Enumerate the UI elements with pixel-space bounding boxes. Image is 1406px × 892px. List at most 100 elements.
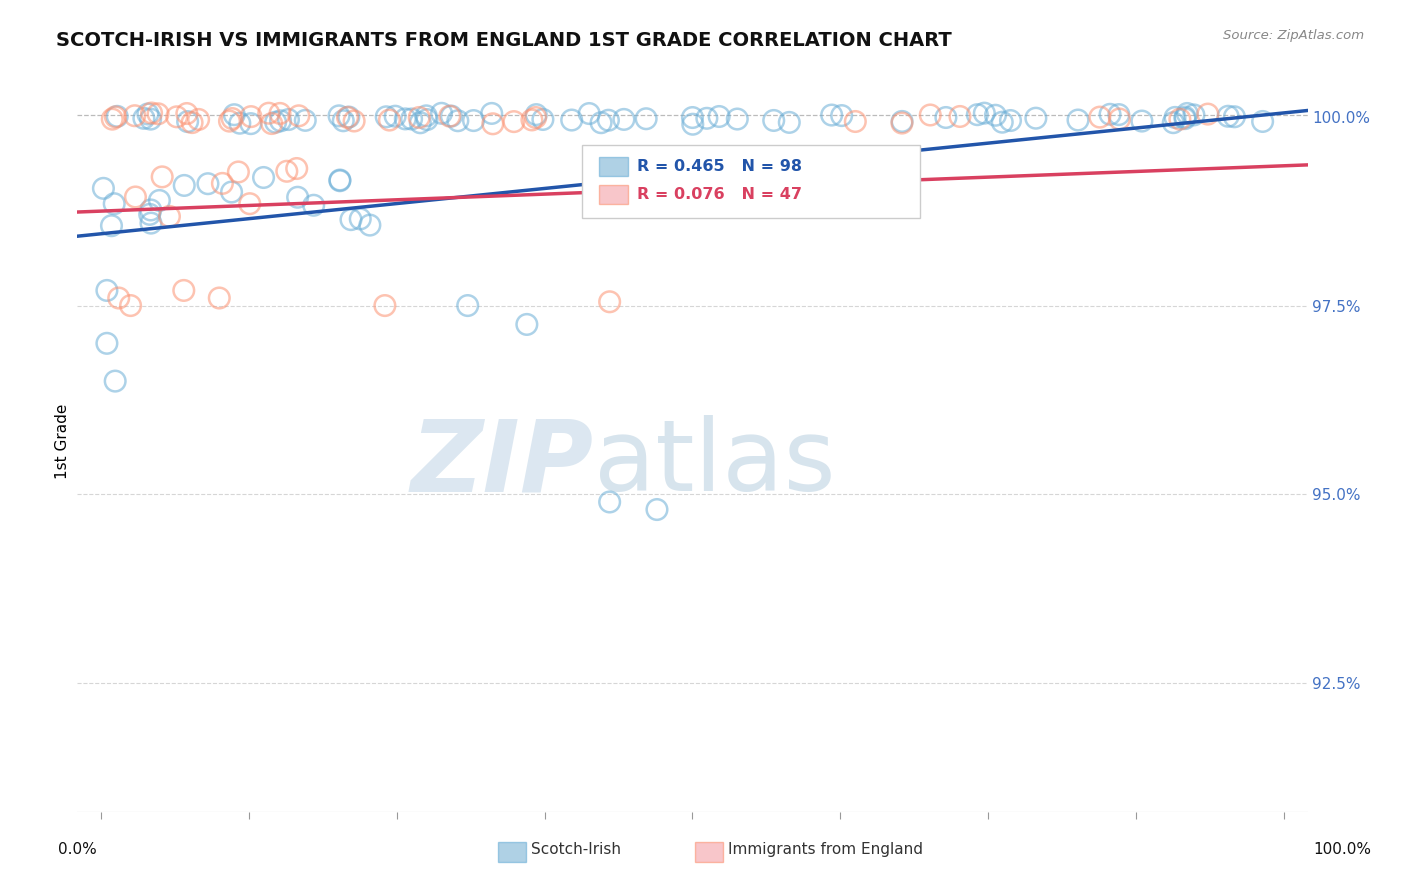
Point [378, 113, 401, 128]
Point [228, 165, 250, 179]
Point [218, 114, 240, 128]
Point [264, 115, 287, 129]
Point [415, 109, 437, 123]
Point [447, 113, 470, 128]
Point [120, 299, 142, 313]
Point [221, 185, 243, 199]
Point [302, 198, 325, 212]
Point [107, 291, 129, 305]
Point [132, 112, 155, 126]
Text: ZIP: ZIP [411, 416, 595, 512]
Point [146, 107, 169, 121]
Point [328, 109, 350, 123]
Point [208, 291, 231, 305]
Point [439, 109, 461, 123]
Point [440, 109, 463, 123]
Point [1174, 112, 1197, 126]
Point [599, 495, 621, 509]
Point [384, 109, 406, 123]
Point [340, 212, 363, 227]
Point [288, 109, 311, 123]
Point [103, 196, 125, 211]
Point [287, 190, 309, 204]
Point [463, 113, 485, 128]
Text: R = 0.076   N = 47: R = 0.076 N = 47 [637, 186, 801, 202]
Point [148, 194, 170, 208]
Point [696, 112, 718, 126]
Point [138, 207, 160, 221]
FancyBboxPatch shape [599, 156, 628, 176]
Point [166, 110, 188, 124]
Point [173, 284, 195, 298]
Point [239, 196, 262, 211]
Point [336, 111, 359, 125]
Point [176, 114, 198, 128]
Point [1216, 109, 1239, 123]
Point [229, 116, 252, 130]
Point [821, 108, 844, 122]
Point [221, 112, 243, 126]
FancyBboxPatch shape [599, 185, 628, 204]
Text: Immigrants from England: Immigrants from England [728, 842, 924, 856]
Point [240, 110, 263, 124]
Point [150, 169, 173, 184]
Point [101, 112, 124, 127]
Point [141, 106, 163, 120]
Point [359, 218, 381, 232]
Point [844, 114, 866, 128]
Point [93, 181, 115, 195]
Point [409, 116, 432, 130]
Point [516, 318, 538, 332]
Point [984, 108, 1007, 122]
Point [1108, 112, 1130, 126]
Point [613, 112, 636, 127]
Point [531, 112, 554, 127]
Point [1164, 111, 1187, 125]
Point [187, 112, 209, 127]
Point [176, 106, 198, 120]
Point [277, 112, 299, 127]
Point [197, 177, 219, 191]
Text: atlas: atlas [595, 416, 835, 512]
Point [524, 108, 547, 122]
Point [408, 111, 430, 125]
Point [239, 117, 262, 131]
Point [831, 109, 853, 123]
Y-axis label: 1st Grade: 1st Grade [55, 404, 70, 479]
Point [349, 211, 371, 226]
Point [96, 336, 118, 351]
Point [645, 502, 668, 516]
Point [1088, 110, 1111, 124]
Point [778, 115, 800, 129]
Point [329, 174, 352, 188]
Point [920, 108, 942, 122]
Point [224, 108, 246, 122]
Point [524, 111, 547, 125]
Point [481, 106, 503, 120]
Point [181, 115, 204, 129]
Point [96, 284, 118, 298]
Point [598, 113, 620, 128]
Point [949, 110, 972, 124]
Point [416, 112, 439, 127]
Point [599, 294, 621, 309]
Text: R = 0.465   N = 98: R = 0.465 N = 98 [637, 159, 801, 174]
Point [139, 216, 162, 230]
Point [561, 113, 583, 128]
Point [294, 113, 316, 128]
Point [966, 108, 988, 122]
Point [124, 190, 146, 204]
Point [1025, 111, 1047, 125]
Point [139, 202, 162, 217]
Point [159, 210, 181, 224]
Point [124, 109, 146, 123]
Point [457, 299, 479, 313]
Point [394, 112, 416, 126]
Point [1251, 114, 1274, 128]
Point [343, 114, 366, 128]
Point [891, 114, 914, 128]
Point [890, 116, 912, 130]
Text: Scotch-Irish: Scotch-Irish [531, 842, 621, 856]
Point [520, 112, 543, 127]
Point [285, 161, 308, 176]
